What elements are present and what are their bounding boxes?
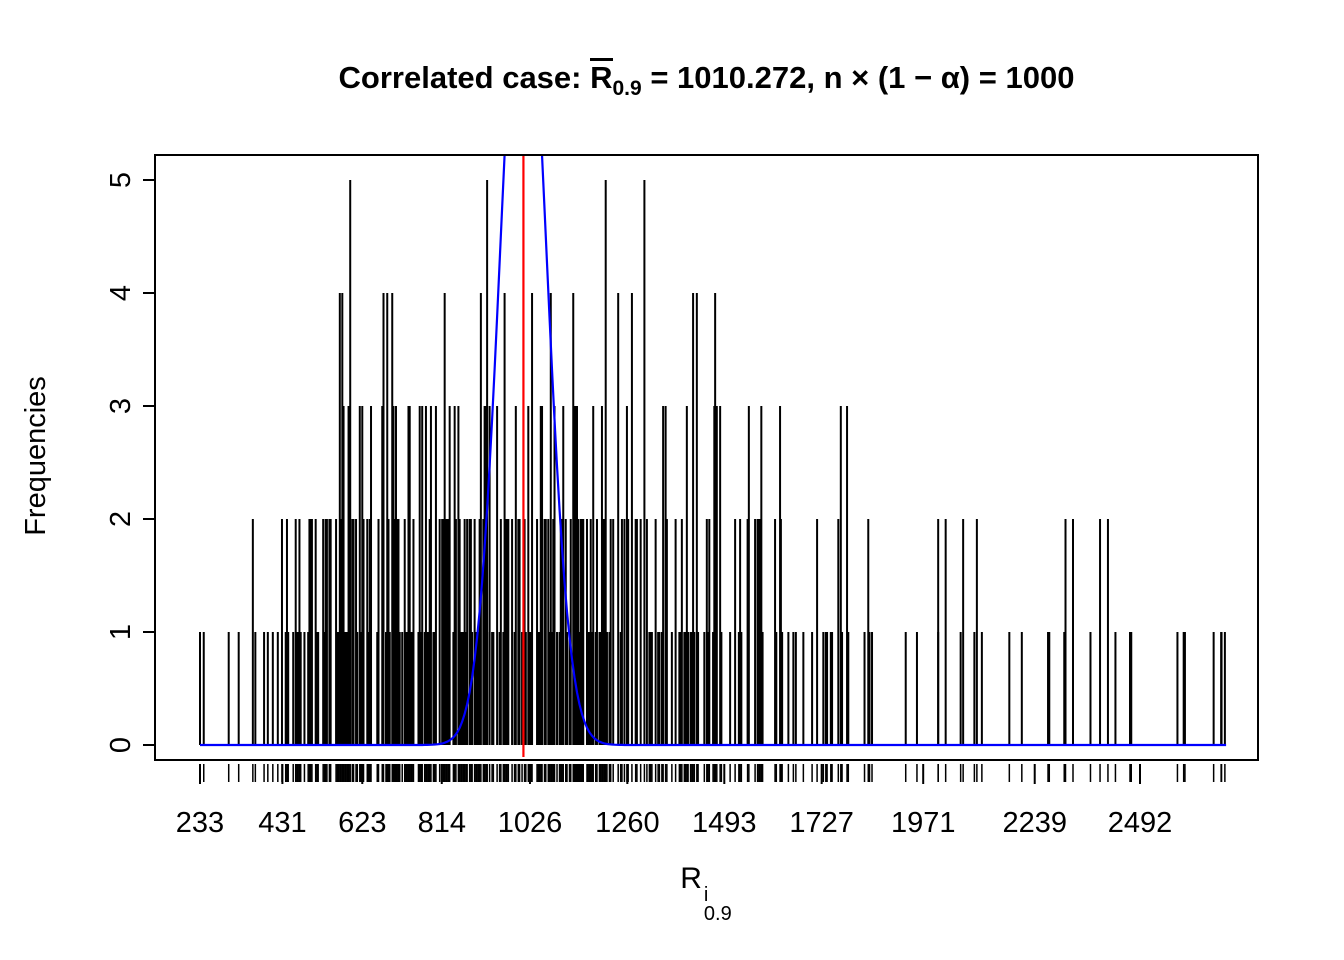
chart-title: Correlated case: R0.9 = 1010.272, n × (1… — [155, 58, 1258, 101]
x-tick-label: 1493 — [692, 807, 757, 839]
title-n-value: 1000 — [1005, 60, 1075, 95]
y-axis: 0 1 2 3 4 5 — [105, 172, 155, 753]
x-tick-label: 1727 — [789, 807, 854, 839]
title-mid: , n × — [806, 60, 878, 95]
y-tick-label: 1 — [105, 624, 137, 640]
x-axis-label-subscript: 0.9 — [703, 903, 732, 925]
y-tick-label: 2 — [105, 511, 137, 527]
y-tick-label: 0 — [105, 737, 137, 753]
title-n-equals: = — [970, 60, 1006, 95]
x-tick-label: 623 — [338, 807, 386, 839]
x-tick-label: 233 — [176, 807, 224, 839]
x-tick-label: 1026 — [498, 807, 563, 839]
x-tick-label: 431 — [258, 807, 306, 839]
y-tick-label: 5 — [105, 172, 137, 188]
x-axis-rug — [199, 764, 1226, 784]
title-paren-expression: (1 − α) — [877, 60, 971, 95]
x-tick-label: 2492 — [1108, 807, 1173, 839]
y-tick-label: 3 — [105, 398, 137, 414]
plot-box — [154, 154, 1259, 761]
frequency-spikes — [199, 180, 1226, 745]
title-mean-value: 1010.272 — [677, 60, 807, 95]
x-tick-label: 2239 — [1002, 807, 1067, 839]
x-tick-label: 1260 — [595, 807, 660, 839]
x-axis-label-superscript: i — [703, 884, 709, 906]
title-rbar-symbol: R — [590, 58, 613, 95]
x-axis: 233 431 623 814 1026 1260 1493 1727 1971 2239 2492 — [176, 807, 1172, 839]
density-curve — [200, 156, 1227, 747]
title-prefix: Correlated case: — [338, 60, 591, 95]
y-tick-label: 4 — [105, 285, 137, 301]
x-axis-label-scripts: i 0.9 — [703, 884, 732, 925]
x-axis-label-base: R — [680, 862, 702, 895]
title-equals: = — [641, 60, 678, 95]
x-tick-label: 1971 — [891, 807, 956, 839]
x-tick-label: 814 — [418, 807, 466, 839]
title-r-subscript: 0.9 — [612, 77, 642, 101]
